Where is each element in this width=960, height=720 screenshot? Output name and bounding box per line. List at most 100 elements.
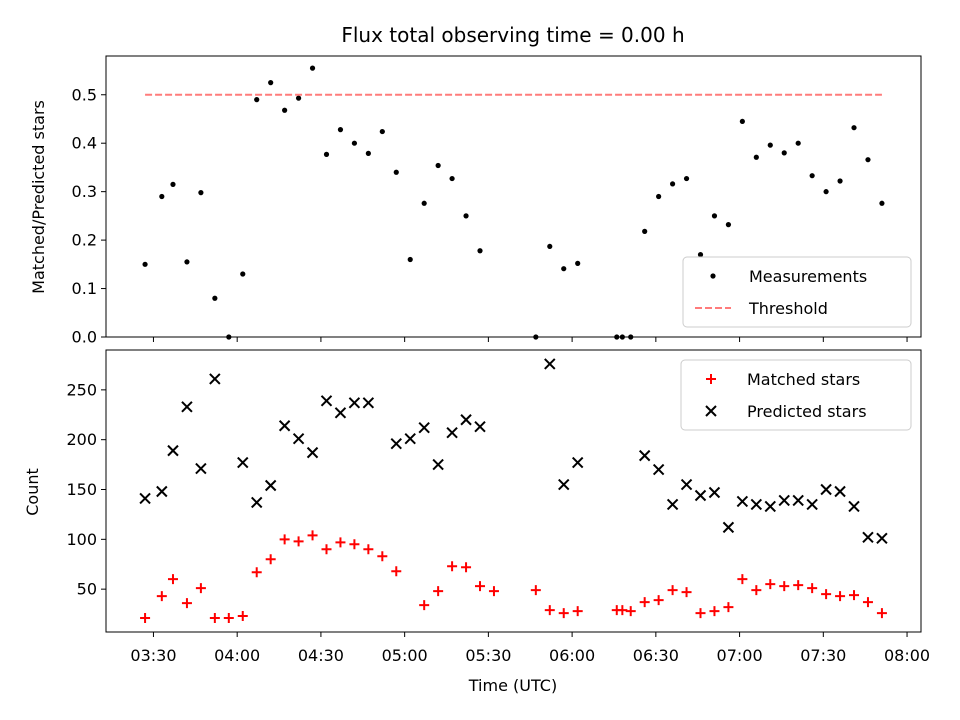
predicted-stars-point xyxy=(764,500,776,513)
count-legend: Matched stars Predicted stars xyxy=(680,359,912,431)
matched-stars-point xyxy=(209,613,220,624)
measurements-point xyxy=(656,193,662,200)
matched-stars-point xyxy=(237,611,248,622)
predicted-stars-point xyxy=(722,521,735,534)
matched-stars-point xyxy=(335,537,346,548)
matched-stars-point xyxy=(667,585,678,596)
matched-stars-point xyxy=(461,562,472,573)
matched-stars-point xyxy=(419,600,430,611)
matched-stars-point xyxy=(223,613,234,624)
predicted-stars-point xyxy=(404,432,416,445)
predicted-stars-point xyxy=(264,479,277,492)
predicted-stars-legend-marker xyxy=(705,405,717,417)
x-axis-label: Time (UTC) xyxy=(468,676,557,695)
measurements-point xyxy=(323,151,330,157)
predicted-stars-point xyxy=(558,478,570,491)
y-tick-label: 0.1 xyxy=(72,279,97,298)
measurements-point xyxy=(739,118,745,125)
y-tick-label: 0.2 xyxy=(72,231,97,250)
measurements-point xyxy=(767,142,773,148)
matched-stars-point xyxy=(447,561,458,572)
matched-stars-point xyxy=(709,606,720,617)
y-tick-label: 150 xyxy=(66,480,97,499)
matched-stars-point xyxy=(807,583,818,594)
legend-frame xyxy=(680,359,912,431)
predicted-stars-point xyxy=(876,532,888,545)
matched-stars-point xyxy=(195,583,206,594)
predicted-stars-point xyxy=(209,373,221,385)
predicted-stars-point xyxy=(334,407,347,419)
matched-stars-point xyxy=(307,530,318,541)
matched-stars-point xyxy=(737,574,748,585)
measurements-point xyxy=(865,157,871,163)
predicted-stars-point xyxy=(848,500,860,513)
matched-stars-point xyxy=(723,602,734,613)
matched-stars-point xyxy=(265,554,276,565)
matched-stars-point xyxy=(793,580,804,591)
matched-stars-point xyxy=(876,608,887,619)
matched-stars-point xyxy=(625,606,636,617)
predicted-stars-point xyxy=(446,426,458,439)
predicted-stars-point xyxy=(292,432,305,445)
matched-stars-point xyxy=(475,581,486,592)
measurements-point xyxy=(379,128,385,135)
measurements-series xyxy=(142,65,885,340)
measurements-point xyxy=(407,256,413,263)
predicted-stars-point xyxy=(571,456,584,469)
predicted-stars-point xyxy=(474,421,486,433)
measurements-point xyxy=(170,181,176,187)
predicted-stars-point xyxy=(306,446,319,459)
predicted-stars-point xyxy=(820,483,832,496)
measurements-point xyxy=(309,65,316,71)
measurements-point xyxy=(561,266,567,272)
predicted-stars-point xyxy=(390,437,402,450)
measurements-point xyxy=(463,213,469,219)
matched-stars-point xyxy=(377,551,388,562)
matched-stars-point xyxy=(167,574,178,585)
ratio-panel-frame xyxy=(105,55,922,338)
measurements-point xyxy=(365,150,371,156)
measurements-point xyxy=(809,173,815,179)
predicted-stars-point xyxy=(834,485,846,498)
count-panel-ylabel: Count xyxy=(23,468,42,516)
measurements-point xyxy=(642,228,648,234)
predicted-stars-point xyxy=(167,444,179,457)
chart-title: Flux total observing time = 0.00 h xyxy=(341,23,684,47)
y-tick-label: 0.5 xyxy=(72,85,97,104)
matched-stars-point xyxy=(293,536,304,547)
matched-stars-point xyxy=(572,606,583,617)
matched-stars-point xyxy=(140,613,151,624)
predicted-stars-point xyxy=(652,463,665,476)
measurements-point xyxy=(435,162,441,169)
measurements-point xyxy=(295,95,302,101)
measurements-point xyxy=(781,150,787,156)
predicted-stars-legend-label: Predicted stars xyxy=(747,402,867,421)
matched-stars-point xyxy=(695,608,706,619)
threshold-legend-label: Threshold xyxy=(748,299,828,318)
predicted-stars-series xyxy=(139,358,888,545)
predicted-stars-point xyxy=(736,495,749,508)
measurements-point xyxy=(575,260,581,266)
predicted-stars-point xyxy=(638,449,651,462)
measurements-point xyxy=(669,181,676,187)
matched-stars-legend-label: Matched stars xyxy=(747,370,860,389)
measurements-point xyxy=(282,107,288,113)
x-tick-label: 07:00 xyxy=(717,646,763,665)
x-tick-label: 04:30 xyxy=(298,646,344,665)
x-tick-label: 03:30 xyxy=(130,646,176,665)
matched-stars-series xyxy=(140,530,887,624)
matched-stars-point xyxy=(391,566,402,577)
predicted-stars-point xyxy=(544,358,556,370)
matched-stars-point xyxy=(779,581,790,592)
matched-stars-point xyxy=(617,605,628,616)
predicted-stars-point xyxy=(666,498,679,511)
matched-stars-point xyxy=(363,544,374,555)
measurements-point xyxy=(823,189,829,195)
measurements-point xyxy=(449,175,455,182)
measurements-point xyxy=(198,190,204,196)
measurements-point xyxy=(159,193,165,200)
predicted-stars-point xyxy=(694,489,707,502)
count-panel-frame xyxy=(105,349,922,633)
y-tick-label: 0.0 xyxy=(72,328,97,347)
